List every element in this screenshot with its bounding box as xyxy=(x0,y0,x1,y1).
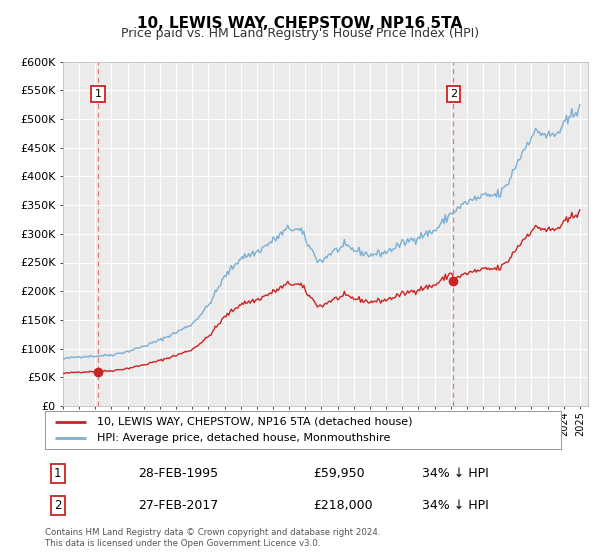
Text: Price paid vs. HM Land Registry's House Price Index (HPI): Price paid vs. HM Land Registry's House … xyxy=(121,27,479,40)
Text: 1: 1 xyxy=(94,89,101,99)
Text: 27-FEB-2017: 27-FEB-2017 xyxy=(138,499,218,512)
Text: £218,000: £218,000 xyxy=(313,499,373,512)
Text: 10, LEWIS WAY, CHEPSTOW, NP16 5TA: 10, LEWIS WAY, CHEPSTOW, NP16 5TA xyxy=(137,16,463,31)
Text: £59,950: £59,950 xyxy=(313,467,365,480)
Text: 34% ↓ HPI: 34% ↓ HPI xyxy=(422,467,488,480)
Text: 28-FEB-1995: 28-FEB-1995 xyxy=(138,467,218,480)
Text: 10, LEWIS WAY, CHEPSTOW, NP16 5TA (detached house): 10, LEWIS WAY, CHEPSTOW, NP16 5TA (detac… xyxy=(97,417,412,427)
Text: 34% ↓ HPI: 34% ↓ HPI xyxy=(422,499,488,512)
Text: Contains HM Land Registry data © Crown copyright and database right 2024.
This d: Contains HM Land Registry data © Crown c… xyxy=(45,528,380,548)
Text: 1: 1 xyxy=(54,467,62,480)
Text: 2: 2 xyxy=(450,89,457,99)
Text: 2: 2 xyxy=(54,499,62,512)
Text: HPI: Average price, detached house, Monmouthshire: HPI: Average price, detached house, Monm… xyxy=(97,433,390,444)
